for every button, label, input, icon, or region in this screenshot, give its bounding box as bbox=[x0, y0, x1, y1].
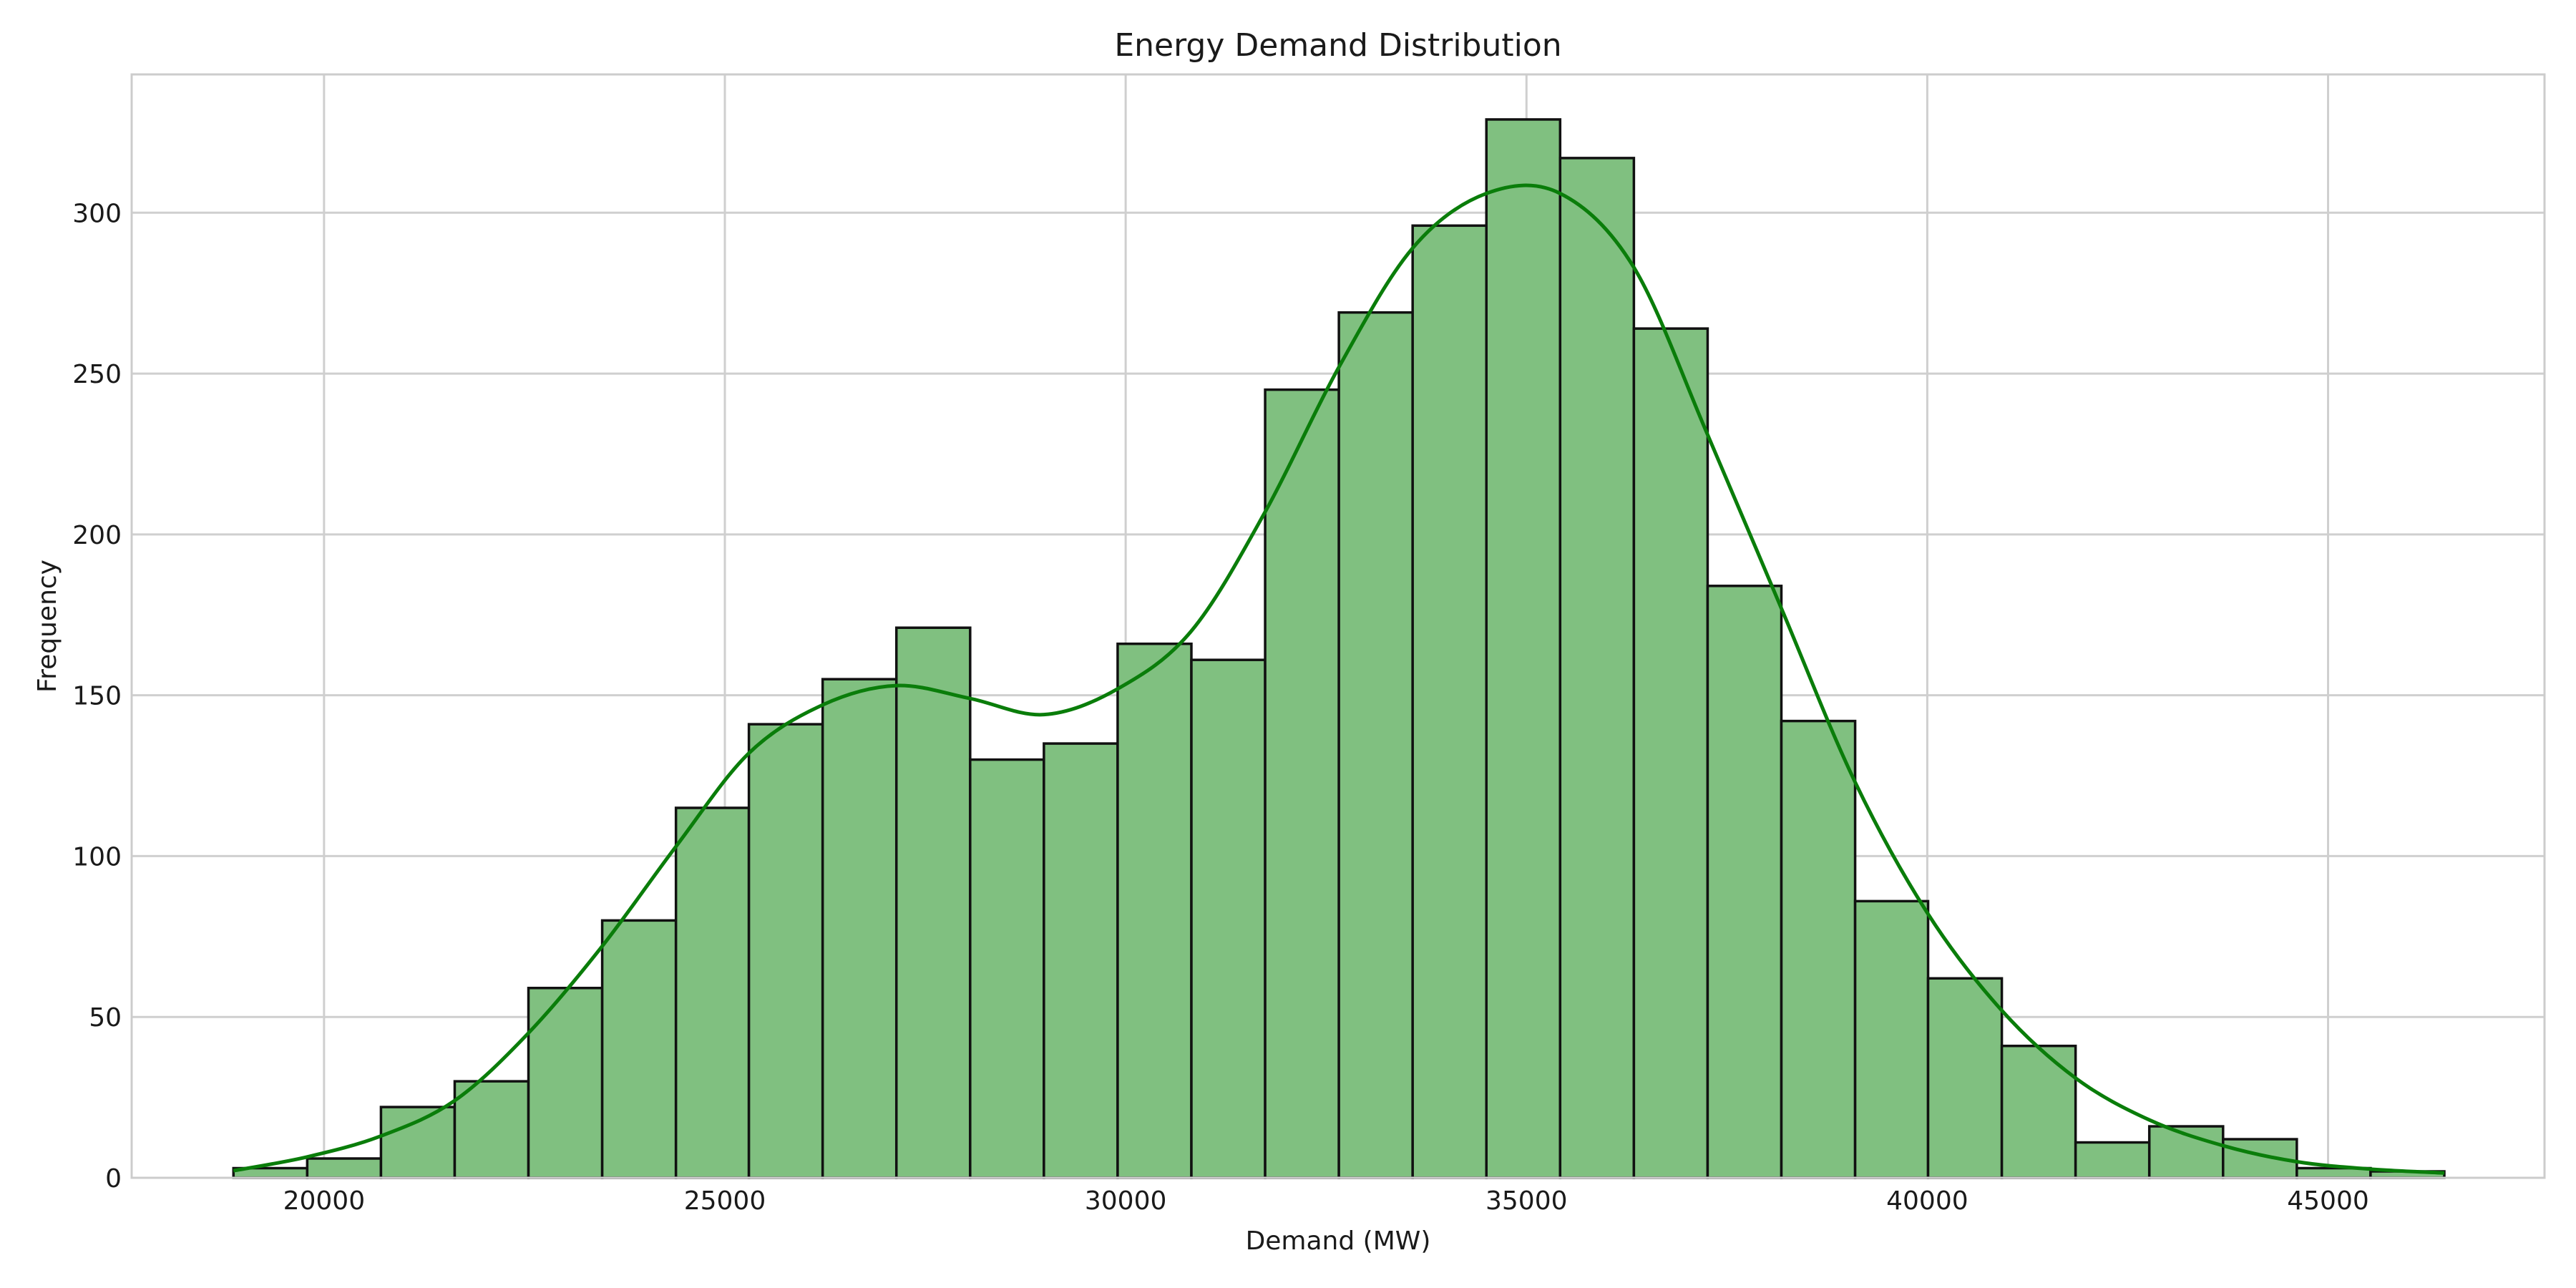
histogram-bar bbox=[1190, 658, 1267, 1179]
histogram-bar bbox=[1264, 388, 1340, 1179]
histogram-bar bbox=[894, 626, 972, 1179]
histogram-bar bbox=[1780, 719, 1857, 1179]
x-tick-label: 30000 bbox=[1085, 1186, 1167, 1216]
histogram-bar bbox=[1337, 311, 1414, 1179]
kde-curve-group bbox=[233, 183, 2445, 1175]
histogram-bar bbox=[1632, 327, 1709, 1179]
histogram-bar bbox=[674, 806, 751, 1179]
chart-title: Energy Demand Distribution bbox=[1114, 27, 1561, 64]
histogram-bar bbox=[1706, 585, 1783, 1179]
histogram-bar bbox=[379, 1106, 457, 1179]
y-tick-label: 250 bbox=[72, 360, 122, 389]
x-tick-label: 40000 bbox=[1886, 1186, 1968, 1216]
plot-frame bbox=[130, 73, 2546, 1179]
histogram-bar bbox=[2074, 1141, 2151, 1179]
histogram-bar bbox=[527, 987, 604, 1179]
histogram-bar bbox=[1558, 157, 1636, 1179]
histogram-bar bbox=[1116, 642, 1193, 1179]
y-tick-label: 300 bbox=[72, 199, 122, 228]
histogram-bar bbox=[2000, 1044, 2077, 1179]
x-tick-label: 45000 bbox=[2287, 1186, 2369, 1216]
histogram-bar bbox=[821, 678, 898, 1179]
y-tick-label: 150 bbox=[72, 682, 122, 711]
y-tick-label: 200 bbox=[72, 521, 122, 550]
x-tick-label: 20000 bbox=[283, 1186, 366, 1216]
histogram-bar bbox=[1485, 118, 1562, 1179]
histogram-bar bbox=[453, 1080, 530, 1179]
x-axis-label: Demand (MW) bbox=[1246, 1226, 1431, 1256]
histogram-bar bbox=[1853, 899, 1930, 1179]
kde-curve bbox=[233, 183, 2445, 1175]
x-tick-label: 25000 bbox=[684, 1186, 766, 1216]
histogram-bars bbox=[232, 118, 2446, 1179]
y-axis-label: Frequency bbox=[33, 560, 62, 693]
y-tick-label: 0 bbox=[105, 1164, 122, 1194]
x-tick-labels: 20000 25000 30000 35000 40000 45000 bbox=[283, 1186, 2369, 1216]
histogram-bar bbox=[600, 919, 678, 1179]
histogram-bar bbox=[1926, 977, 2004, 1179]
histogram-bar bbox=[747, 723, 824, 1179]
histogram-bar bbox=[1411, 224, 1488, 1179]
histogram-bar bbox=[1043, 742, 1119, 1179]
y-tick-label: 50 bbox=[89, 1003, 122, 1033]
x-tick-label: 35000 bbox=[1485, 1186, 1568, 1216]
histogram-bar bbox=[969, 758, 1045, 1179]
y-tick-label: 100 bbox=[72, 842, 122, 872]
histogram-bar bbox=[306, 1157, 383, 1179]
y-tick-labels: 0 50 100 150 200 250 300 bbox=[72, 199, 122, 1194]
